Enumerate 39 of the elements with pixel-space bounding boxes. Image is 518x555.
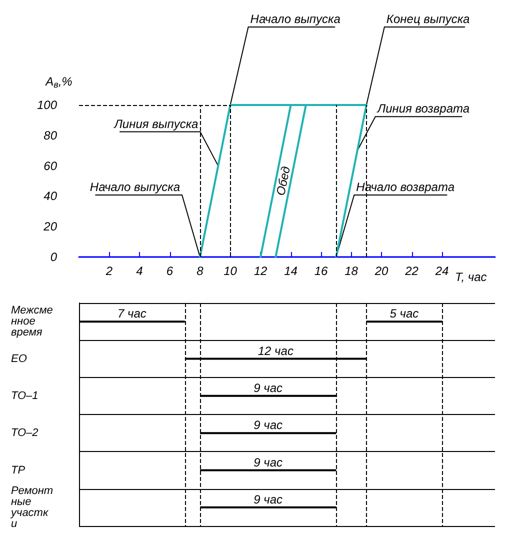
- data-label: 9 час: [254, 455, 283, 470]
- y-tick-label: ТО–1: [11, 390, 38, 402]
- y-tick-label: ЕО: [11, 352, 28, 365]
- data-label: 9 час: [254, 380, 283, 395]
- x-tick-label: 18: [344, 264, 358, 278]
- x-tick-label: 20: [374, 264, 389, 278]
- data-label: 5 час: [390, 306, 419, 321]
- x-tick-label: 4: [136, 264, 144, 278]
- data-label: 9 час: [254, 418, 283, 432]
- y-tick-label: 20: [42, 220, 58, 234]
- y-tick-label: 80: [44, 128, 58, 142]
- data-label: 12 час: [258, 344, 294, 358]
- x-tick-label: 2: [104, 264, 113, 278]
- annotation: Начало возврата: [356, 180, 455, 194]
- y-tick-label: 60: [44, 158, 58, 173]
- x-tick-label: 8: [196, 264, 204, 278]
- x-tick-label: 24: [434, 264, 450, 278]
- x-tick-label: 16: [314, 264, 328, 278]
- x-axis-title: T, час: [455, 270, 487, 284]
- y-tick-label: Ремонтные участки: [10, 484, 54, 530]
- y-tick-label: 0: [50, 250, 58, 264]
- y-tick-label: ТО–2: [11, 427, 38, 440]
- y-tick-label: 100: [36, 98, 58, 112]
- x-tick-label: 12: [254, 264, 268, 278]
- data-label: 7 час: [117, 306, 146, 321]
- annotation: Начало выпуска: [90, 180, 180, 194]
- x-tick-label: 14: [284, 264, 298, 278]
- annotation: Начало выпуска: [250, 12, 341, 26]
- y-tick-label: 40: [44, 189, 58, 204]
- x-tick-label: 10: [224, 264, 238, 278]
- annotation: Конец выпуска: [386, 12, 470, 26]
- text: Обед: [274, 164, 294, 197]
- x-tick-label: 22: [404, 264, 419, 278]
- y-tick-label: Межсменное время: [11, 304, 53, 339]
- data-label: 9 час: [254, 492, 283, 506]
- annotation: Линия возврата: [376, 102, 470, 116]
- annotation: Линия выпуска: [113, 116, 198, 131]
- y-tick-label: ТР: [11, 464, 26, 476]
- x-tick-label: 6: [166, 264, 174, 278]
